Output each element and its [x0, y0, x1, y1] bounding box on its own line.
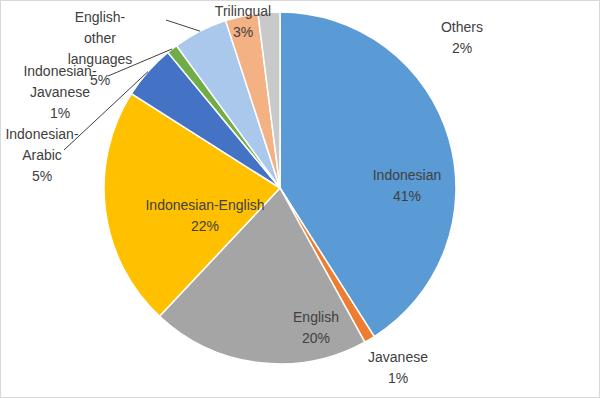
slice-label: Trilingual	[215, 3, 271, 19]
slice-label: Arabic	[22, 147, 62, 163]
data-labels: Indonesian 41% Javanese 1% English 20% Indones…	[5, 3, 483, 386]
slice-label: English-	[75, 9, 126, 25]
pie	[104, 12, 456, 364]
slice-value-label: 41%	[393, 188, 421, 204]
slice-label: other	[84, 30, 116, 46]
slice-label: Indonesian-	[5, 126, 79, 142]
slice-value-label: 3%	[233, 24, 253, 40]
slice-label: Javanese	[30, 84, 90, 100]
slice-label: languages	[68, 51, 133, 67]
leader-line	[166, 20, 200, 31]
slice-value-label: 20%	[302, 330, 330, 346]
slice-value-label: 5%	[90, 72, 110, 88]
slice-value-label: 5%	[32, 168, 52, 184]
pie-slice	[258, 12, 280, 188]
slice-label: English	[293, 309, 339, 325]
slice-label: Indonesian-English	[145, 197, 264, 213]
chart-frame	[1, 1, 600, 398]
chart: Indonesian 41% Javanese 1% English 20% Indones…	[0, 0, 600, 398]
slice-label: Javanese	[368, 349, 428, 365]
slice-value-label: 1%	[50, 105, 70, 121]
slice-value-label: 2%	[452, 40, 472, 56]
slice-value-label: 1%	[388, 370, 408, 386]
slice-value-label: 22%	[191, 218, 219, 234]
slice-label: Others	[441, 19, 483, 35]
slice-label: Indonesian	[373, 167, 442, 183]
